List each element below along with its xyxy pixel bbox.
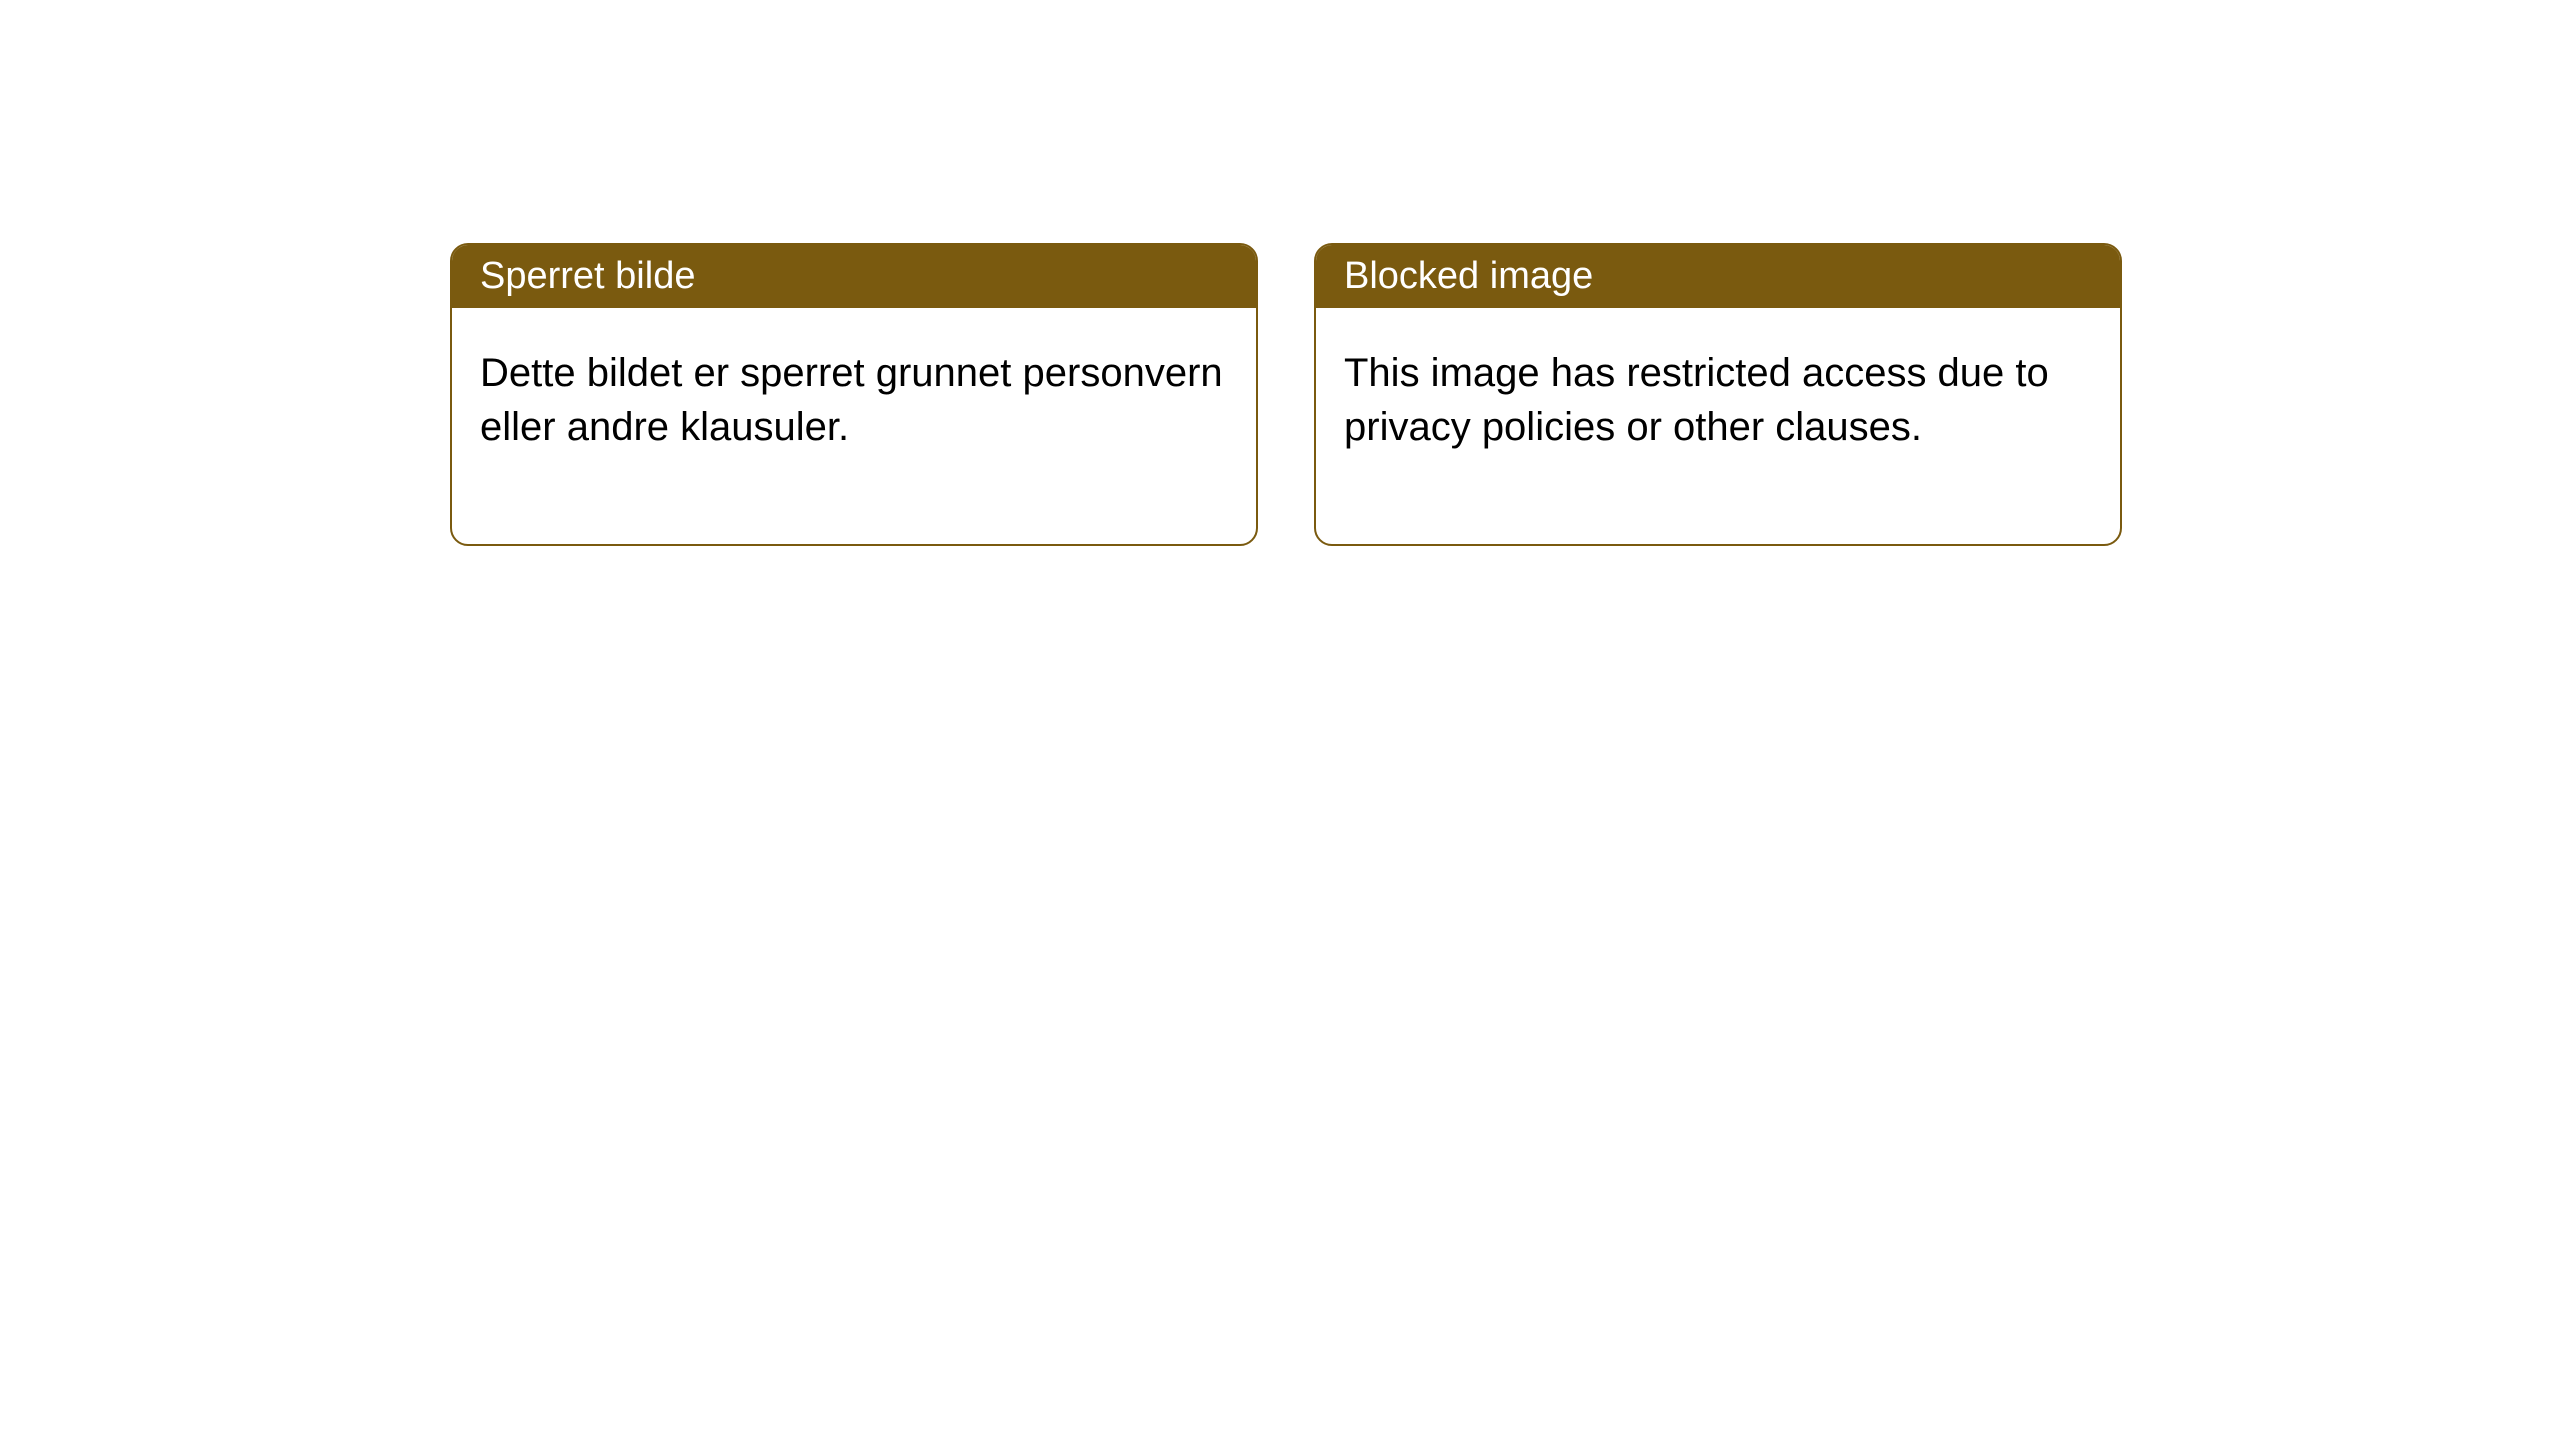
card-title-norwegian: Sperret bilde: [452, 245, 1256, 308]
card-title-english: Blocked image: [1316, 245, 2120, 308]
notice-card-norwegian: Sperret bilde Dette bildet er sperret gr…: [450, 243, 1258, 546]
notice-card-english: Blocked image This image has restricted …: [1314, 243, 2122, 546]
notice-cards-container: Sperret bilde Dette bildet er sperret gr…: [0, 0, 2560, 546]
card-body-english: This image has restricted access due to …: [1316, 308, 2120, 544]
card-body-norwegian: Dette bildet er sperret grunnet personve…: [452, 308, 1256, 544]
